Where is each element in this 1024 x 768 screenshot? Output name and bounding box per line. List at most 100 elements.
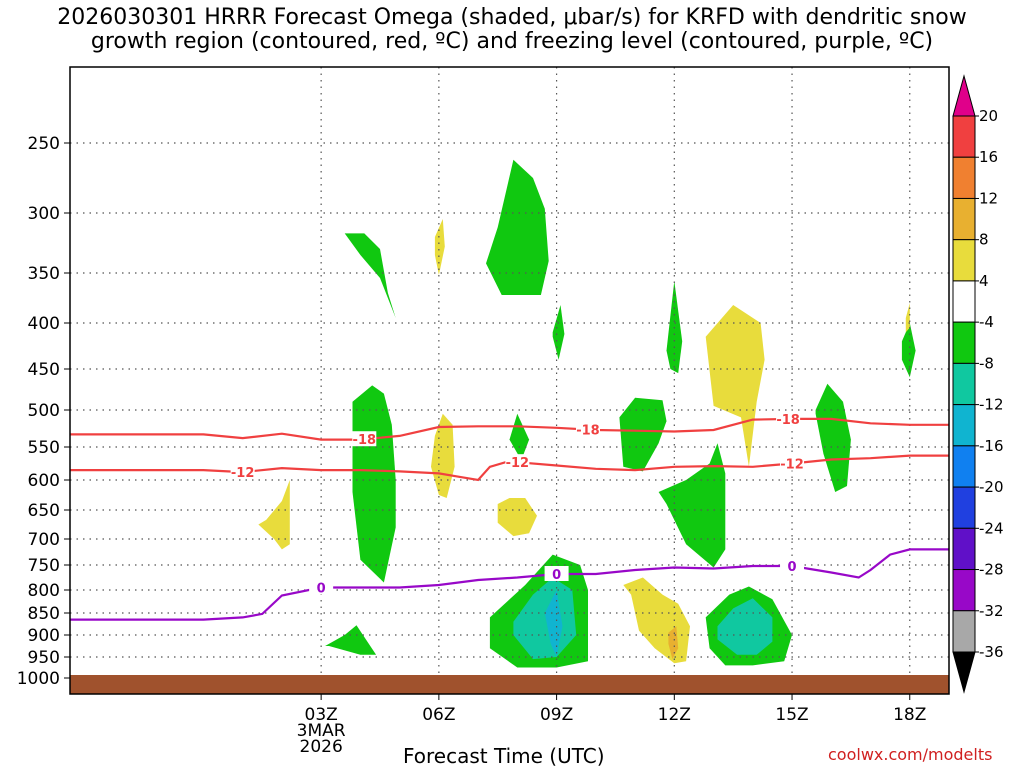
ytick-label-300: 300 bbox=[28, 204, 60, 224]
colorbar-label: 12 bbox=[979, 189, 998, 207]
omega-region-18 bbox=[513, 577, 577, 660]
colorbar-segment bbox=[952, 280, 976, 323]
colorbar-segment bbox=[952, 486, 976, 529]
colorbar-label: -4 bbox=[979, 313, 994, 331]
xtick-label-12Z: 12Z bbox=[658, 705, 691, 725]
plot-frame bbox=[69, 66, 950, 695]
gridlines bbox=[70, 67, 949, 694]
title-line-1: 2026030301 HRRR Forecast Omega (shaded, … bbox=[57, 5, 967, 30]
colorbar-segment bbox=[952, 156, 976, 199]
colorbar-label: -32 bbox=[979, 602, 1004, 620]
ytick-label-400: 400 bbox=[28, 314, 60, 334]
contour-label--12: -12 bbox=[780, 458, 804, 473]
contour-line--18 bbox=[70, 417, 949, 441]
title-line-2: growth region (contoured, red, ºC) and f… bbox=[90, 29, 934, 54]
contour-label-bg bbox=[575, 421, 600, 437]
ytick-label-1000: 1000 bbox=[17, 669, 60, 689]
omega-region-12 bbox=[658, 443, 726, 568]
ytick-label-900: 900 bbox=[28, 626, 60, 646]
xtick-label-03Z: 03Z bbox=[305, 705, 338, 725]
omega-region-19 bbox=[544, 590, 563, 657]
xtick-label-15Z: 15Z bbox=[775, 705, 808, 725]
contour-label--12: -12 bbox=[506, 456, 530, 471]
contour-label-bg bbox=[544, 566, 569, 581]
colorbar-segment bbox=[952, 445, 976, 488]
omega-region-16 bbox=[325, 625, 377, 655]
contour-label--18: -18 bbox=[776, 413, 800, 428]
contour-label-0: 0 bbox=[788, 560, 797, 575]
contour-line-0 bbox=[70, 548, 949, 621]
colorbar-label: -20 bbox=[979, 478, 1004, 496]
xtick-sublabel: 2026 bbox=[300, 737, 343, 757]
omega-region-15 bbox=[905, 303, 910, 333]
colorbar-segment bbox=[952, 239, 976, 282]
contour-label-bg bbox=[776, 410, 801, 426]
contour-label--12: -12 bbox=[231, 466, 255, 481]
ytick-label-700: 700 bbox=[28, 530, 60, 550]
ytick-label-350: 350 bbox=[28, 264, 60, 284]
ytick-label-750: 750 bbox=[28, 556, 60, 576]
ytick-label-500: 500 bbox=[28, 401, 60, 421]
omega-region-3 bbox=[552, 305, 565, 360]
colorbar-label: 20 bbox=[979, 107, 998, 125]
ytick-label-550: 550 bbox=[28, 438, 60, 458]
colorbar-segment bbox=[952, 610, 976, 653]
xtick-sublabel: 3MAR bbox=[297, 721, 346, 741]
colorbar-label: -8 bbox=[979, 354, 994, 372]
colorbar-segment bbox=[952, 115, 976, 158]
contour-label--18: -18 bbox=[576, 424, 600, 439]
ytick-label-600: 600 bbox=[28, 471, 60, 491]
omega-region-5 bbox=[258, 480, 290, 550]
credit-link[interactable]: coolwx.com/modelts bbox=[828, 745, 993, 764]
ytick-label-950: 950 bbox=[28, 648, 60, 668]
xtick-label-06Z: 06Z bbox=[422, 705, 455, 725]
colorbar-label: -28 bbox=[979, 561, 1004, 579]
plot-background bbox=[70, 67, 949, 694]
ytick-label-850: 850 bbox=[28, 604, 60, 624]
colorbar-label: -24 bbox=[979, 519, 1004, 537]
omega-region-8 bbox=[497, 498, 537, 537]
omega-region-11 bbox=[705, 305, 765, 467]
colorbar-cap-bottom bbox=[952, 651, 976, 694]
colorbar-segment bbox=[952, 569, 976, 612]
colorbar-label: -12 bbox=[979, 396, 1004, 414]
colorbar-segment bbox=[952, 321, 976, 364]
colorbar-label: 4 bbox=[979, 272, 989, 290]
omega-region-6 bbox=[431, 413, 455, 498]
ytick-label-250: 250 bbox=[28, 134, 60, 154]
contour-labels: -18 -18 -18 -12 -12 -12 0 0 0 bbox=[230, 410, 805, 597]
omega-region-23 bbox=[717, 598, 773, 655]
colorbar-segment bbox=[952, 527, 976, 571]
chart-title: 2026030301 HRRR Forecast Omega (shaded, … bbox=[0, 6, 1024, 54]
colorbar-segment bbox=[952, 362, 976, 406]
omega-region-14 bbox=[901, 323, 916, 378]
colorbar-label: -16 bbox=[979, 437, 1004, 455]
omega-region-13 bbox=[815, 383, 851, 492]
contour-label-bg bbox=[230, 464, 255, 480]
x-axis-title: Forecast Time (UTC) bbox=[403, 744, 605, 768]
xtick-label-18Z: 18Z bbox=[893, 705, 926, 725]
contour-label--18: -18 bbox=[353, 433, 377, 448]
colorbar-label: -36 bbox=[979, 643, 1004, 661]
contour-label-bg bbox=[780, 455, 805, 471]
omega-region-0 bbox=[344, 233, 396, 318]
omega-region-1 bbox=[486, 159, 549, 295]
contour-label-0: 0 bbox=[317, 582, 326, 597]
colorbar-segment bbox=[952, 404, 976, 447]
ytick-label-650: 650 bbox=[28, 501, 60, 521]
contour-label-bg bbox=[505, 454, 530, 470]
colorbar-segment bbox=[952, 197, 976, 241]
contour-label-bg bbox=[780, 558, 805, 573]
contour-label-bg bbox=[309, 579, 334, 595]
contour-label-0: 0 bbox=[552, 568, 561, 583]
contour-label-bg bbox=[352, 431, 377, 447]
ytick-label-450: 450 bbox=[28, 360, 60, 380]
ytick-label-800: 800 bbox=[28, 581, 60, 601]
y-axis: 2503003504004505005506006507007508008509… bbox=[17, 134, 70, 689]
colorbar-label: 16 bbox=[979, 148, 998, 166]
ground-terrain bbox=[70, 675, 949, 694]
colorbar-label: 8 bbox=[979, 231, 989, 249]
colorbar: 20 16 12 8 4 -4 -8 -12 -16 -20 -24 -28 -32 -36 bbox=[952, 74, 1004, 694]
